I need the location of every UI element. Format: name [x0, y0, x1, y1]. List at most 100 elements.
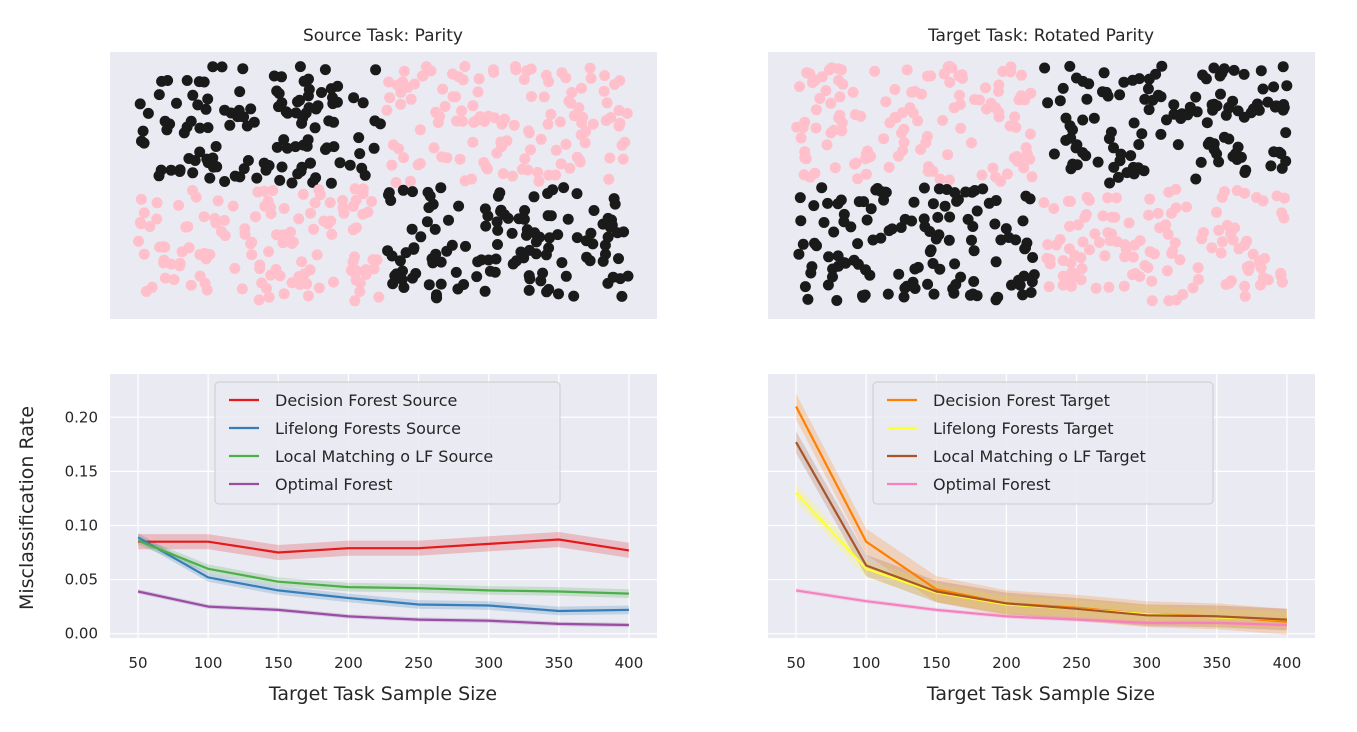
- scatter-point: [987, 162, 999, 174]
- scatter-point: [473, 73, 485, 85]
- scatter-point: [802, 293, 814, 305]
- scatter-point: [587, 118, 599, 130]
- scatter-point: [879, 186, 891, 198]
- scatter-point: [883, 225, 895, 237]
- scatter-point: [158, 254, 170, 266]
- scatter-point: [560, 72, 572, 84]
- scatter-point: [348, 92, 360, 104]
- scatter-point: [268, 70, 280, 82]
- scatter-point: [345, 264, 357, 276]
- scatter-point: [545, 108, 557, 120]
- scatter-point: [325, 215, 337, 227]
- scatter-point: [604, 152, 616, 164]
- scatter-point: [932, 211, 944, 223]
- scatter-point: [997, 66, 1009, 77]
- scatter-point: [618, 226, 630, 238]
- scatter-point: [524, 244, 535, 256]
- scatter-point: [523, 127, 535, 139]
- scatter-point: [904, 102, 916, 114]
- scatter-point: [381, 104, 393, 116]
- scatter-point: [290, 141, 301, 153]
- scatter-point: [966, 234, 977, 246]
- scatter-point: [1098, 67, 1110, 79]
- scatter-point: [430, 106, 442, 118]
- scatter-point: [568, 290, 580, 302]
- scatter-point: [515, 246, 527, 258]
- legend-box: [872, 381, 1214, 505]
- scatter-point: [1220, 279, 1232, 290]
- scatter-point: [1143, 104, 1155, 116]
- scatter-point: [613, 105, 625, 116]
- scatter-point: [821, 139, 833, 151]
- scatter-point: [1277, 61, 1289, 73]
- scatter-point: [1108, 142, 1119, 154]
- scatter-title-source: Source Task: Parity: [303, 26, 463, 46]
- scatter-point: [848, 254, 860, 266]
- y-axis-label-source: Misclassification Rate: [16, 406, 38, 610]
- scatter-point: [1152, 207, 1164, 219]
- scatter-point: [1072, 219, 1084, 231]
- scatter-point: [1211, 100, 1223, 112]
- scatter-point: [194, 122, 206, 134]
- scatter-point: [525, 63, 537, 75]
- scatter-point: [458, 279, 470, 290]
- scatter-point: [1097, 210, 1109, 222]
- scatter-point: [368, 263, 380, 275]
- scatter-point: [1216, 191, 1228, 203]
- scatter-point: [1238, 239, 1250, 251]
- series-line-2: [137, 539, 629, 595]
- scatter-point: [828, 124, 840, 136]
- scatter-point: [800, 153, 812, 165]
- scatter-point: [799, 281, 811, 293]
- scatter-point: [605, 112, 617, 124]
- scatter-point: [370, 64, 382, 76]
- scatter-point: [941, 184, 953, 195]
- scatter-point: [459, 175, 471, 187]
- scatter-point: [1144, 193, 1156, 205]
- scatter-point: [980, 82, 991, 94]
- scatter-point: [925, 244, 937, 256]
- scatter-point: [1100, 86, 1112, 98]
- scatter-point: [896, 127, 907, 139]
- scatter-point: [204, 172, 216, 184]
- scatter-point: [251, 172, 263, 184]
- scatter-point: [1169, 237, 1181, 249]
- scatter-point: [869, 65, 881, 77]
- scatter-point: [1017, 215, 1029, 227]
- scatter-point: [619, 136, 631, 148]
- scatter-point: [1163, 295, 1175, 307]
- scatter-point: [488, 112, 500, 124]
- scatter-point: [135, 193, 147, 205]
- scatter-point: [944, 211, 956, 223]
- scatter-point: [1215, 88, 1226, 100]
- scatter-point: [621, 107, 633, 119]
- scatter-point: [1025, 87, 1037, 99]
- scatter-point: [837, 78, 849, 90]
- scatter-point: [373, 291, 385, 303]
- scatter-point: [602, 231, 614, 243]
- scatter-point: [311, 249, 323, 261]
- scatter-point: [795, 132, 807, 144]
- scatter-point: [1025, 287, 1037, 298]
- x-tick-label: 100: [852, 654, 881, 672]
- scatter-point: [898, 136, 910, 148]
- scatter-point: [985, 97, 997, 109]
- scatter-point: [155, 164, 167, 176]
- scatter-point: [521, 224, 533, 236]
- scatter-point: [922, 70, 933, 82]
- scatter-point: [447, 68, 458, 80]
- scatter-point: [209, 213, 221, 224]
- scatter-point: [354, 148, 366, 160]
- x-tick-label: 350: [545, 654, 574, 672]
- scatter-point: [1275, 270, 1287, 282]
- scatter-point: [1071, 139, 1083, 151]
- scatter-point: [1215, 247, 1227, 259]
- scatter-point: [934, 263, 946, 275]
- scatter-point: [950, 279, 962, 290]
- legend-target: Decision Forest Target Lifelong Forests T…: [872, 381, 1214, 505]
- x-tick-label: 50: [787, 654, 806, 672]
- scatter-point: [1076, 263, 1088, 275]
- scatter-point: [823, 251, 835, 263]
- scatter-point: [354, 277, 366, 289]
- scatter-point: [1221, 219, 1233, 231]
